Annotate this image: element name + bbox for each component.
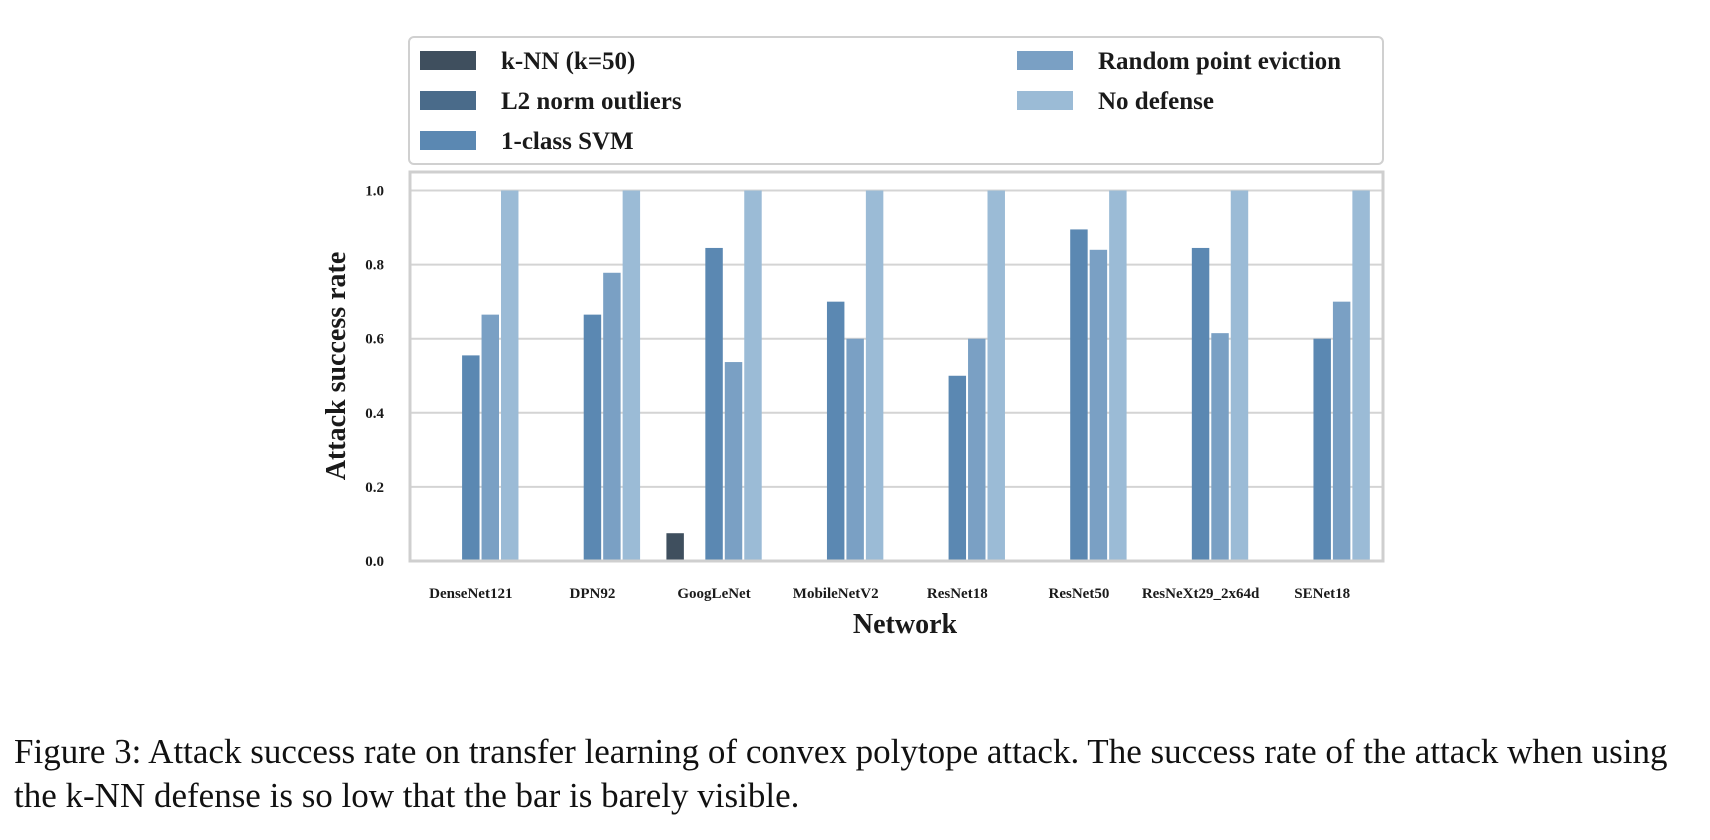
- bar: [968, 338, 986, 561]
- bar: [622, 190, 641, 561]
- bar: [846, 338, 864, 561]
- bar: [744, 190, 762, 561]
- y-tick-label: 0.4: [365, 406, 384, 422]
- legend-swatch: [420, 131, 476, 150]
- y-axis-title: Attack success rate: [321, 252, 352, 481]
- x-tick-label: SENet18: [1294, 586, 1350, 602]
- bar: [481, 314, 500, 561]
- plot-area: 0.0 0.2 0.4 0.6 0.8 1.0 DenseNet121 DPN92 GoogLe…: [365, 170, 1385, 602]
- bar: [1352, 190, 1370, 561]
- bar: [1191, 247, 1210, 561]
- legend-swatch: [1017, 51, 1073, 70]
- bar: [987, 190, 1005, 561]
- bar: [948, 375, 967, 561]
- legend-swatch: [420, 51, 476, 70]
- x-tick-label: ResNet50: [1049, 586, 1110, 602]
- bar: [865, 190, 884, 561]
- x-axis-title: Network: [853, 609, 958, 640]
- legend-swatch: [1017, 91, 1073, 110]
- x-tick-label: GoogLeNet: [677, 586, 750, 602]
- legend-label: L2 norm outliers: [501, 88, 682, 115]
- bar: [1313, 338, 1331, 561]
- x-tick-label: DPN92: [570, 586, 616, 602]
- x-tick-label: ResNeXt29_2x64d: [1142, 586, 1260, 602]
- plot-frame: [408, 170, 1385, 563]
- figure-caption: Figure 3: Attack success rate on transfe…: [14, 732, 1668, 815]
- bar: [1230, 190, 1249, 561]
- bar: [666, 533, 684, 561]
- x-tick-label: DenseNet121: [429, 586, 512, 602]
- bar: [724, 362, 743, 561]
- bar: [501, 190, 519, 561]
- bar-chart: k-NN (k=50) L2 norm outliers 1-class SVM Ra…: [321, 36, 1385, 640]
- legend-label: k-NN (k=50): [501, 48, 635, 75]
- y-tick-label: 0.8: [365, 258, 384, 274]
- bar: [1211, 333, 1229, 561]
- x-tick-label: ResNet18: [927, 586, 988, 602]
- legend-label: Random point eviction: [1098, 48, 1341, 75]
- y-tick-label: 1.0: [365, 184, 384, 200]
- legend-swatch: [420, 91, 476, 110]
- chart-legend: k-NN (k=50) L2 norm outliers 1-class SVM Ra…: [408, 36, 1384, 165]
- bar: [826, 301, 845, 561]
- bar: [462, 355, 480, 561]
- bar: [1089, 249, 1108, 562]
- bar: [1109, 190, 1127, 561]
- legend-label: No defense: [1098, 88, 1214, 115]
- y-tick-label: 0.0: [365, 554, 384, 570]
- y-tick-label: 0.6: [365, 332, 384, 348]
- bar: [1332, 301, 1351, 561]
- y-tick-label: 0.2: [365, 480, 384, 496]
- bar: [603, 272, 621, 561]
- x-tick-label: MobileNetV2: [793, 586, 879, 602]
- legend-box: [408, 36, 1384, 165]
- bar: [1070, 229, 1088, 561]
- legend-label: 1-class SVM: [501, 128, 634, 155]
- bar: [705, 247, 723, 561]
- bar: [583, 314, 602, 561]
